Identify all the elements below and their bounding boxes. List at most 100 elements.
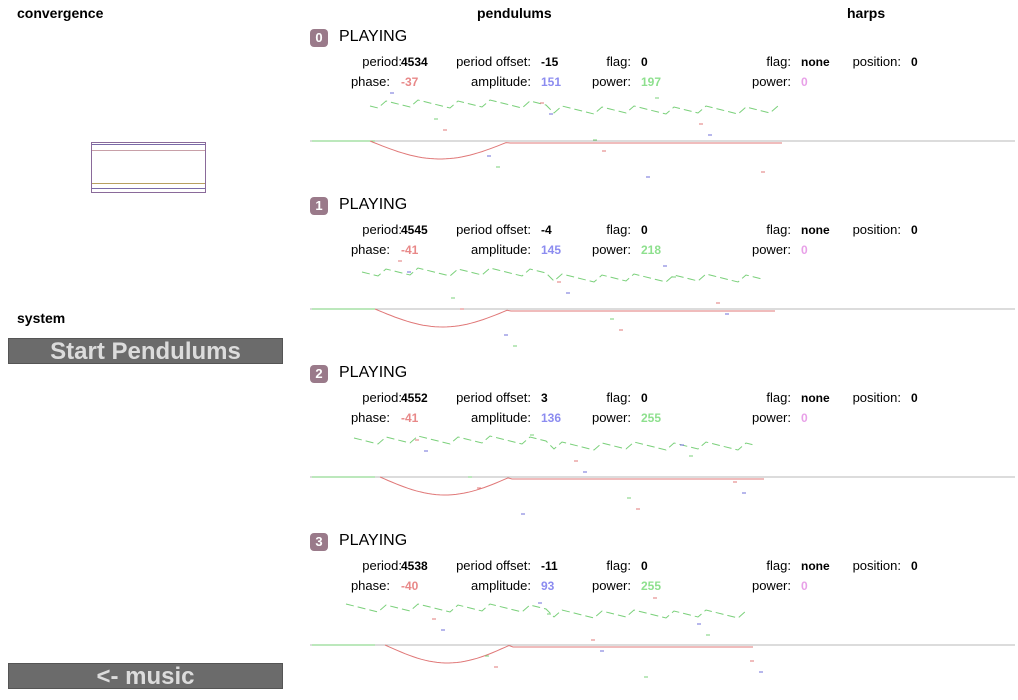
harp-flag-label: flag: <box>766 558 791 573</box>
system-heading: system <box>17 310 66 326</box>
harp-power-label: power: <box>751 74 791 89</box>
music-back-button[interactable]: <- music <box>8 663 283 690</box>
harp-position-label: position: <box>852 222 901 237</box>
harp-power-label: power: <box>751 242 791 257</box>
period-offset-label: period offset: <box>456 390 531 405</box>
harp-position-label: position: <box>852 54 901 69</box>
period-value: 4545 <box>401 223 428 237</box>
phase-label: phase: <box>350 410 390 425</box>
period-label: period: <box>362 558 402 573</box>
period-offset-value: 3 <box>541 391 548 405</box>
phase-label: phase: <box>350 578 390 593</box>
amplitude-value: 151 <box>541 75 562 89</box>
pendulum-index-badge: 1 <box>310 197 328 215</box>
amplitude-label: amplitude: <box>471 578 531 593</box>
amplitude-value: 145 <box>541 243 562 257</box>
amplitude-label: amplitude: <box>471 242 531 257</box>
pendulum-trace-plot <box>310 597 1015 678</box>
power-value: 197 <box>641 75 662 89</box>
harp-flag-value: none <box>801 55 830 69</box>
harp-position-label: position: <box>852 390 901 405</box>
power-value: 218 <box>641 243 662 257</box>
power-value: 255 <box>641 411 662 425</box>
power-label: power: <box>591 410 631 425</box>
period-value: 4538 <box>401 559 428 573</box>
period-offset-label: period offset: <box>456 54 531 69</box>
pendulum-state: PLAYING <box>339 364 408 381</box>
period-label: period: <box>362 390 402 405</box>
power-value: 255 <box>641 579 662 593</box>
power-label: power: <box>591 74 631 89</box>
harp-power-value: 0 <box>801 75 808 89</box>
flag-value: 0 <box>641 223 648 237</box>
harp-flag-label: flag: <box>766 54 791 69</box>
harp-power-value: 0 <box>801 243 808 257</box>
harp-flag-label: flag: <box>766 222 791 237</box>
trace-green-upper <box>369 99 779 115</box>
start-pendulums-button[interactable]: Start Pendulums <box>8 338 283 365</box>
trace-red <box>384 644 753 664</box>
period-label: period: <box>362 222 402 237</box>
amplitude-value: 136 <box>541 411 562 425</box>
pendulum-state: PLAYING <box>339 196 408 213</box>
pendulum-state: PLAYING <box>339 532 408 549</box>
period-offset-value: -15 <box>541 55 559 69</box>
flag-value: 0 <box>641 391 648 405</box>
harp-power-label: power: <box>751 578 791 593</box>
amplitude-label: amplitude: <box>471 74 531 89</box>
flag-label: flag: <box>606 390 631 405</box>
trace-red <box>369 140 782 160</box>
phase-value: -37 <box>401 75 419 89</box>
phase-value: -40 <box>401 579 419 593</box>
period-offset-value: -11 <box>541 559 558 573</box>
period-label: period: <box>362 54 402 69</box>
pendulum-state: PLAYING <box>339 28 408 45</box>
harp-flag-value: none <box>801 223 830 237</box>
harp-position-value: 0 <box>911 559 918 573</box>
harps-heading: harps <box>847 5 886 21</box>
phase-label: phase: <box>350 74 390 89</box>
flag-label: flag: <box>606 558 631 573</box>
convergence-line <box>92 144 205 145</box>
convergence-display <box>91 142 206 193</box>
flag-label: flag: <box>606 222 631 237</box>
trace-green-upper <box>345 603 747 619</box>
power-label: power: <box>591 242 631 257</box>
amplitude-value: 93 <box>541 579 555 593</box>
trace-red <box>379 476 764 496</box>
harp-power-value: 0 <box>801 411 808 425</box>
power-label: power: <box>591 578 631 593</box>
period-offset-value: -4 <box>541 223 552 237</box>
pendulum-index-badge: 3 <box>310 533 328 551</box>
harp-flag-label: flag: <box>766 390 791 405</box>
pendulum-panel-1: 1 PLAYING period: 4545 period offset: -4 flag:… <box>310 196 1015 364</box>
harp-flag-value: none <box>801 391 830 405</box>
trace-green-upper <box>361 267 763 283</box>
flag-label: flag: <box>606 54 631 69</box>
harp-position-label: position: <box>852 558 901 573</box>
phase-value: -41 <box>401 243 419 257</box>
amplitude-label: amplitude: <box>471 410 531 425</box>
period-offset-label: period offset: <box>456 558 531 573</box>
harp-position-value: 0 <box>911 223 918 237</box>
phase-label: phase: <box>350 242 390 257</box>
trace-green-upper <box>353 435 755 451</box>
harp-position-value: 0 <box>911 55 918 69</box>
harp-position-value: 0 <box>911 391 918 405</box>
harp-power-label: power: <box>751 410 791 425</box>
harp-flag-value: none <box>801 559 830 573</box>
pendulum-panel-2: 2 PLAYING period: 4552 period offset: 3 flag: 0… <box>310 364 1015 532</box>
pendulum-index-badge: 2 <box>310 365 328 383</box>
period-value: 4534 <box>401 55 428 69</box>
harp-power-value: 0 <box>801 579 808 593</box>
convergence-heading: convergence <box>17 5 104 21</box>
pendulum-panel-3: 3 PLAYING period: 4538 period offset: -11 flag… <box>310 532 1015 700</box>
pendulums-heading: pendulums <box>477 5 552 21</box>
pendulum-index-badge: 0 <box>310 29 328 47</box>
flag-value: 0 <box>641 559 648 573</box>
pendulum-panel-0: 0 PLAYING period: 4534 period offset: -15 flag… <box>310 28 1015 196</box>
convergence-line <box>92 150 205 151</box>
flag-value: 0 <box>641 55 648 69</box>
period-value: 4552 <box>401 391 428 405</box>
pendulum-trace-plot <box>310 92 1015 178</box>
